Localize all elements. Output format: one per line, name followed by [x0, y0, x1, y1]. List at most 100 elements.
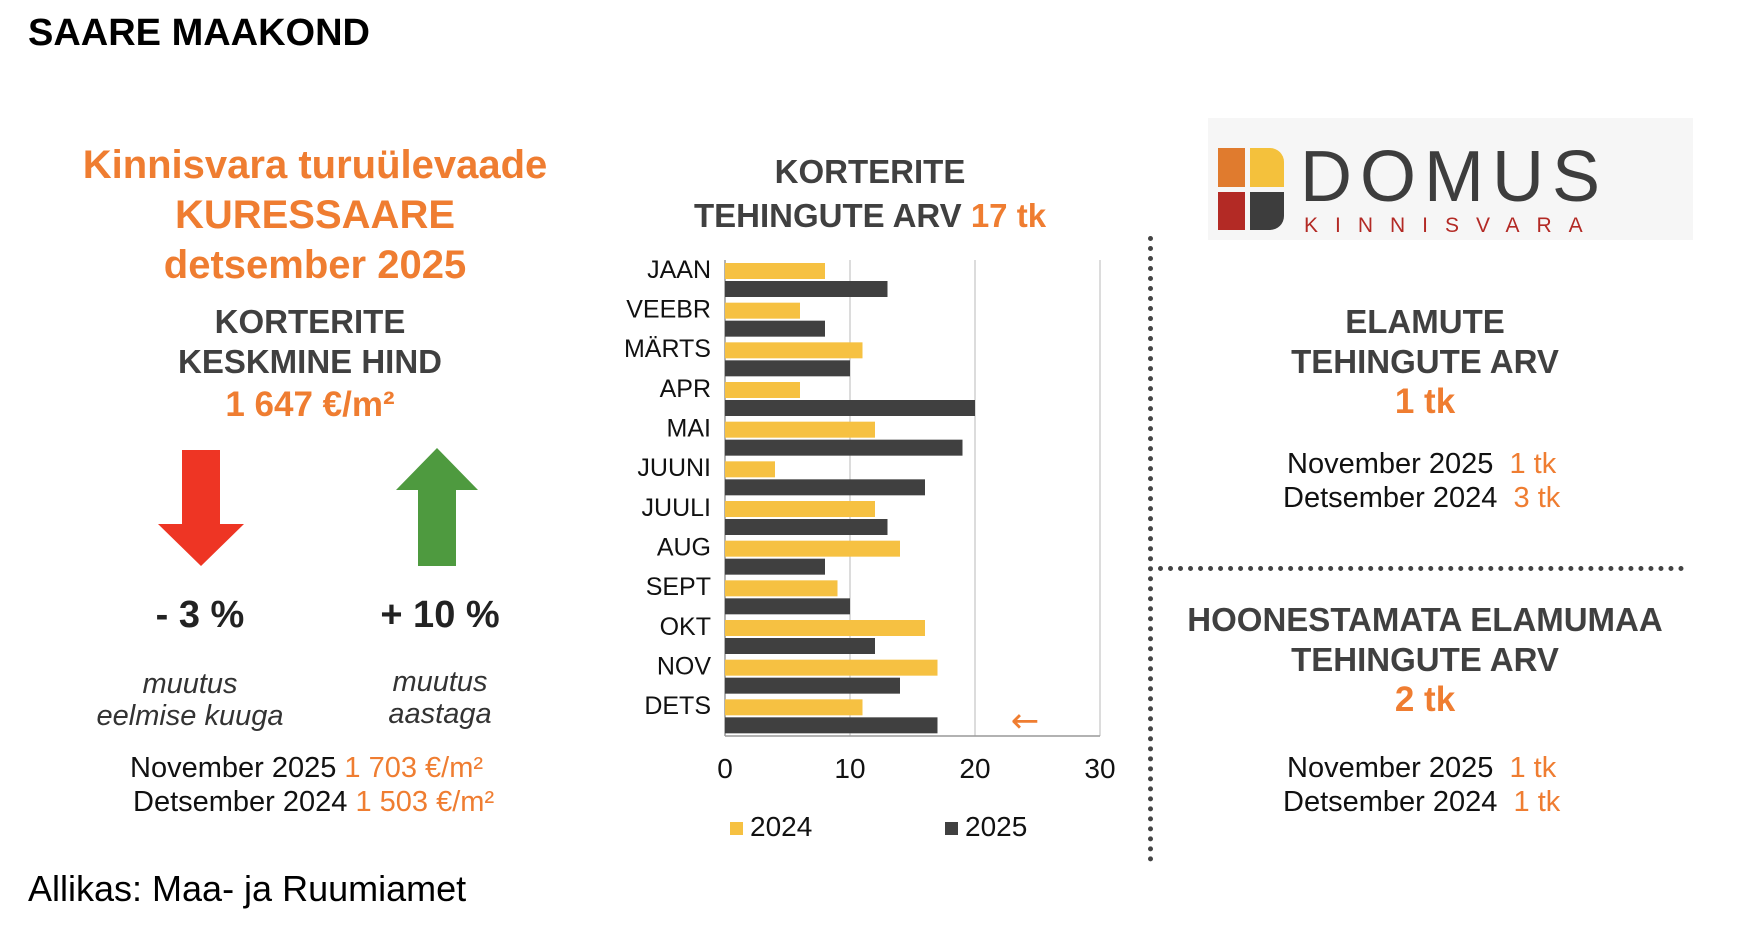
source-note: Allikas: Maa- ja Ruumiamet [28, 868, 467, 909]
bar-2024-jaan [725, 263, 825, 279]
headline: Kinnisvara turuülevaade KURESSAARE detse… [30, 140, 600, 290]
headline-line2: KURESSAARE [174, 193, 456, 237]
region-title: SAARE MAAKOND [28, 12, 370, 54]
houses-value: 1 tk [1394, 382, 1456, 421]
x-tick-label: 30 [1084, 753, 1115, 784]
compare-label: Detsember 2024 [1283, 786, 1498, 818]
monthly-change-desc: muutus eelmise kuuga [60, 668, 320, 732]
annotation-arrow: ← [1011, 701, 1040, 741]
bar-2025-aug [725, 558, 825, 575]
category-label: JUULI [642, 494, 711, 522]
category-label: MÄRTS [624, 335, 711, 363]
monthly-desc-line2: eelmise kuuga [96, 700, 284, 732]
horizontal-divider [1158, 566, 1684, 571]
compare-label: November 2025 [130, 752, 337, 784]
bar-2025-mai [725, 439, 963, 456]
bar-2024-dets [725, 699, 863, 716]
houses-compare-nov: November 2025 1 tk [1287, 448, 1556, 481]
headline-line3: detsember 2025 [163, 243, 467, 287]
land-label: HOONESTAMATA ELAMUMAA TEHINGUTE ARV [1158, 600, 1692, 680]
houses-label: ELAMUTE TEHINGUTE ARV [1175, 302, 1675, 382]
category-label: NOV [657, 653, 712, 681]
land-label-line2: TEHINGUTE ARV [1291, 641, 1559, 678]
category-label: VEEBR [626, 296, 711, 324]
price-label-line2: KESKMINE HIND [177, 343, 443, 380]
price-compare-nov: November 2025 1 703 €/m² [130, 752, 483, 785]
legend-swatch-2024 [730, 822, 743, 835]
bar-2025-juuli [725, 519, 888, 535]
price-label: KORTERITE KESKMINE HIND [110, 302, 510, 382]
category-label: OKT [660, 613, 711, 641]
x-tick-label: 20 [959, 753, 990, 784]
bar-2025-apr [725, 400, 975, 416]
bar-2025-veebr [725, 320, 825, 337]
arrow-down-icon [158, 450, 244, 566]
bar-2024-sept [725, 580, 838, 597]
apartment-deals-chart: 0 10 20 30 JAAN VEEBR MÄRTS APR MAI JUUNI JUULI AUG… [624, 256, 1116, 842]
price-value: 1 647 €/m² [225, 385, 395, 424]
bar-2025-okt [725, 638, 875, 654]
compare-label: November 2025 [1287, 752, 1494, 784]
compare-label: November 2025 [1287, 448, 1494, 480]
bar-2025-dets [725, 717, 938, 734]
bar-2024-juuni [725, 461, 775, 478]
logo-name: DOMUS [1300, 137, 1608, 217]
logo-square-tr [1250, 148, 1284, 187]
houses-label-line2: TEHINGUTE ARV [1291, 343, 1559, 380]
category-label: DETS [644, 692, 711, 720]
houses-compare-dec: Detsember 2024 3 tk [1283, 482, 1560, 515]
compare-label: Detsember 2024 [1283, 482, 1498, 514]
bar-2024-juuli [725, 501, 875, 517]
bar-2025-nov [725, 677, 900, 694]
compare-value: 1 503 €/m² [355, 786, 495, 818]
chart-title-value: 17 tk [970, 197, 1047, 234]
legend-swatch-2025 [945, 822, 958, 835]
bar-2024-aug [725, 540, 900, 557]
chart-title: KORTERITE TEHINGUTE ARV 17 tk [640, 150, 1100, 238]
yearly-desc-line1: muutus [392, 666, 488, 698]
bar-2025-jaan [725, 281, 888, 297]
yearly-change-desc: muutus aastaga [330, 666, 550, 730]
yearly-change: + 10 % [380, 594, 500, 636]
compare-value: 1 tk [1513, 786, 1561, 818]
vertical-divider [1148, 236, 1153, 862]
bar-2024-mai [725, 421, 875, 438]
chart-title-line2: TEHINGUTE ARV [693, 197, 962, 234]
category-label: JUUNI [637, 454, 711, 482]
land-compare-dec: Detsember 2024 1 tk [1283, 786, 1560, 819]
category-label: JAAN [647, 256, 711, 284]
bar-2025-märts [725, 360, 850, 377]
category-label: AUG [657, 534, 711, 562]
compare-value: 1 tk [1509, 448, 1557, 480]
price-label-line1: KORTERITE [214, 303, 406, 340]
bar-2024-märts [725, 342, 863, 359]
compare-value: 3 tk [1513, 482, 1561, 514]
monthly-change: - 3 % [155, 594, 245, 636]
bar-2024-apr [725, 382, 800, 398]
bar-2024-veebr [725, 302, 800, 319]
category-label: APR [660, 375, 711, 403]
legend-label: 2025 [965, 811, 1027, 842]
compare-label: Detsember 2024 [133, 786, 348, 818]
arrow-up-icon [396, 448, 478, 566]
houses-label-line1: ELAMUTE [1345, 303, 1505, 340]
chart-title-line1: KORTERITE [774, 153, 966, 190]
compare-value: 1 tk [1509, 752, 1557, 784]
logo-square-bl [1218, 192, 1245, 230]
logo-square-tl [1218, 148, 1245, 187]
bar-2024-okt [725, 620, 925, 636]
land-value: 2 tk [1394, 680, 1456, 719]
monthly-desc-line1: muutus [142, 668, 238, 700]
headline-line1: Kinnisvara turuülevaade [82, 143, 548, 187]
logo-tagline: KINNISVARA [1304, 214, 1600, 237]
yearly-desc-line2: aastaga [388, 698, 492, 730]
land-compare-nov: November 2025 1 tk [1287, 752, 1556, 785]
legend-label: 2024 [750, 811, 812, 842]
category-label: MAI [667, 415, 711, 443]
bar-2025-sept [725, 598, 850, 615]
category-label: SEPT [646, 573, 711, 601]
land-label-line1: HOONESTAMATA ELAMUMAA [1187, 601, 1663, 638]
logo-square-br [1250, 192, 1284, 230]
price-compare-dec: Detsember 2024 1 503 €/m² [133, 786, 494, 819]
bar-2025-juuni [725, 479, 925, 496]
